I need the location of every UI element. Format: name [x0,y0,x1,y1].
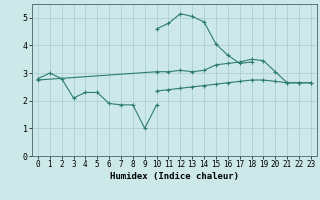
X-axis label: Humidex (Indice chaleur): Humidex (Indice chaleur) [110,172,239,181]
